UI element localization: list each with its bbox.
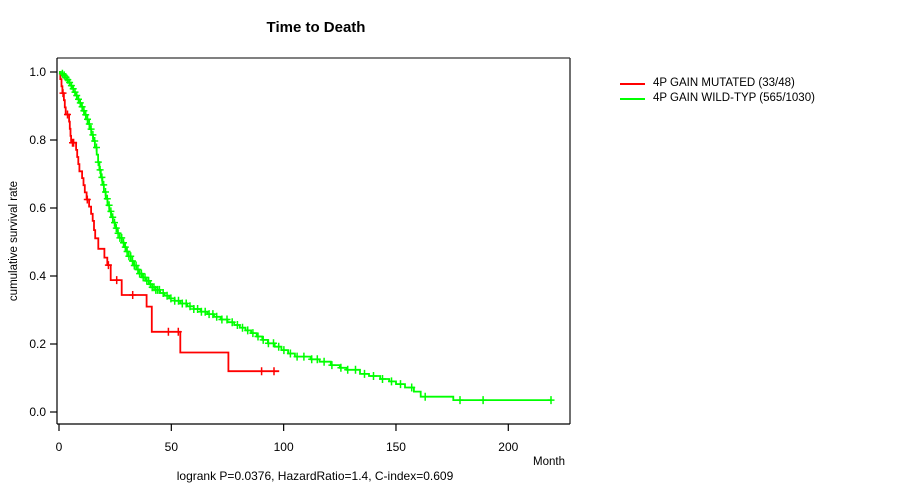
legend-line-swatch-red	[620, 82, 645, 85]
x-tick-label: 150	[386, 440, 406, 454]
y-tick-label: 0.6	[29, 201, 46, 215]
legend-line-swatch-green	[620, 97, 645, 100]
censor-marks-mutated	[59, 89, 278, 376]
y-tick-label: 0.8	[29, 133, 46, 147]
km-curve-wildtype	[59, 71, 551, 401]
x-tick-label: 100	[274, 440, 294, 454]
legend-label-mutated: 4P GAIN MUTATED (33/48)	[653, 77, 795, 89]
legend-label-wildtype: 4P GAIN WILD-TYP (565/1030)	[653, 92, 815, 104]
legend-item-mutated: 4P GAIN MUTATED (33/48)	[620, 76, 815, 91]
y-tick-label: 1.0	[29, 65, 46, 79]
km-curve-mutated	[59, 71, 280, 373]
x-tick-label: 50	[165, 440, 179, 454]
x-tick-label: 0	[56, 440, 63, 454]
y-tick-label: 0.2	[29, 337, 46, 351]
logrank-stats-caption: logrank P=0.0376, HazardRatio=1.4, C-ind…	[176, 469, 454, 483]
chart-title: Time to Death	[266, 19, 366, 36]
y-tick-label: 0.0	[29, 405, 46, 419]
censor-marks-wildtype	[58, 69, 555, 405]
legend: 4P GAIN MUTATED (33/48) 4P GAIN WILD-TYP…	[620, 76, 815, 106]
y-tick-label: 0.4	[29, 269, 46, 283]
x-axis-title: Month	[533, 456, 565, 468]
y-axis-title: cumulative survival rate	[8, 180, 20, 302]
legend-item-wildtype: 4P GAIN WILD-TYP (565/1030)	[620, 91, 815, 106]
x-tick-label: 200	[498, 440, 518, 454]
